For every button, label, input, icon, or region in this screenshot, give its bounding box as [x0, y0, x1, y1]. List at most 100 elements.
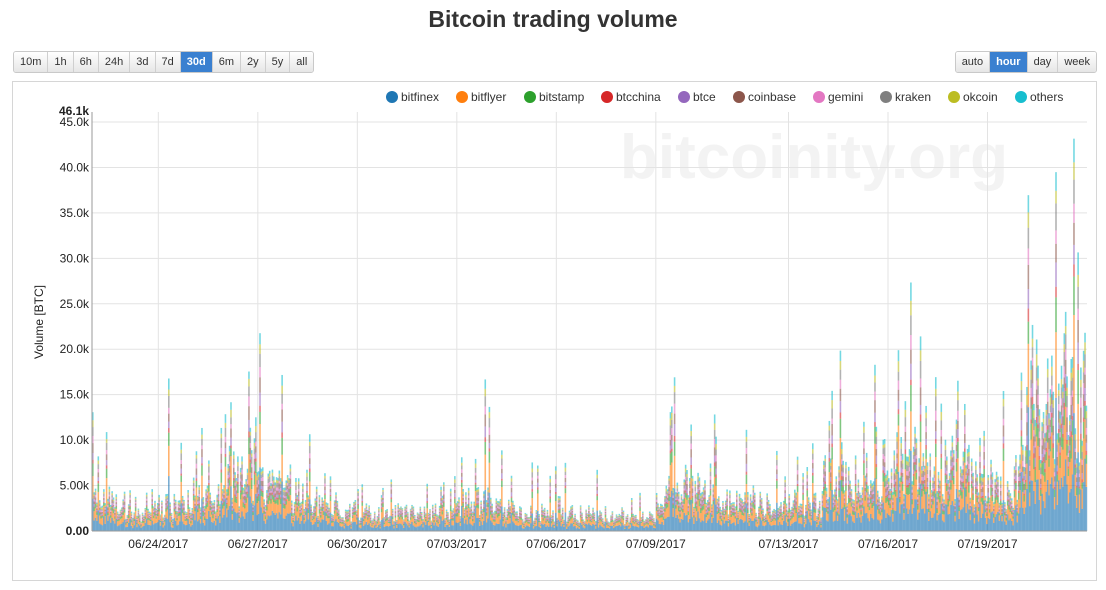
bar-segment-coinbase — [700, 503, 702, 506]
bar-segment-bitflyer — [577, 525, 579, 528]
bar-segment-btce — [651, 520, 654, 521]
hour-bar — [476, 487, 478, 531]
bar-segment-bitflyer — [202, 516, 205, 523]
resolution-day-button[interactable]: day — [1027, 52, 1059, 72]
range-2y-button[interactable]: 2y — [241, 52, 266, 72]
hour-bar — [586, 513, 589, 531]
bar-segment-btce — [610, 519, 612, 521]
bar-segment-btcchina — [177, 512, 180, 514]
bar-segment-okcoin — [147, 510, 149, 512]
hour-bar — [194, 495, 196, 531]
bar-segment-okcoin — [402, 520, 405, 521]
bar-segment-bitstamp — [310, 513, 312, 516]
range-1h-button[interactable]: 1h — [48, 52, 74, 72]
bar-segment-kraken — [378, 510, 380, 513]
bar-segment-bitfinex — [538, 526, 540, 531]
bar-segment-kraken — [94, 492, 97, 495]
bar-segment-btce — [165, 505, 167, 508]
bar-segment-kraken — [458, 501, 460, 504]
bar-segment-kraken — [422, 520, 424, 522]
bar-segment-others — [701, 491, 704, 495]
bar-segment-bitfinex — [234, 511, 236, 531]
bar-segment-gemini — [426, 491, 429, 495]
bar-segment-gemini — [355, 513, 358, 515]
hour-bar — [123, 491, 126, 531]
bar-segment-bitfinex — [550, 526, 553, 531]
range-10m-button[interactable]: 10m — [14, 52, 49, 72]
bar-segment-bitflyer — [423, 517, 426, 523]
bar-segment-coinbase — [174, 506, 177, 509]
bar-segment-gemini — [507, 505, 510, 508]
bar-segment-coinbase — [347, 515, 350, 517]
resolution-hour-button[interactable]: hour — [990, 52, 1028, 72]
bar-segment-bitstamp — [180, 475, 183, 482]
range-3d-button[interactable]: 3d — [130, 52, 156, 72]
bar-segment-bitfinex — [111, 517, 113, 531]
hour-bar — [570, 506, 572, 531]
bar-segment-kraken — [119, 511, 122, 513]
bar-segment-bitflyer — [698, 506, 701, 519]
range-24h-button[interactable]: 24h — [98, 52, 131, 72]
range-6m-button[interactable]: 6m — [212, 52, 242, 72]
bar-segment-coinbase — [433, 517, 435, 519]
bar-segment-bitflyer — [101, 517, 104, 526]
bar-segment-coinbase — [408, 522, 411, 524]
bar-segment-btce — [472, 517, 474, 519]
bar-segment-bitfinex — [586, 524, 589, 531]
bar-segment-others — [437, 515, 440, 517]
bar-segment-kraken — [214, 513, 217, 515]
bar-segment-okcoin — [409, 509, 412, 511]
bar-segment-okcoin — [198, 487, 200, 491]
bar-segment-btcchina — [129, 505, 131, 507]
bar-segment-others — [644, 519, 647, 521]
resolution-auto-button[interactable]: auto — [955, 52, 991, 72]
bar-segment-bitfinex — [664, 518, 666, 531]
bar-segment-bitstamp — [658, 515, 661, 519]
bar-segment-coinbase — [550, 519, 553, 521]
bar-segment-okcoin — [304, 502, 307, 504]
bar-segment-okcoin — [466, 505, 469, 508]
range-5y-button[interactable]: 5y — [265, 52, 291, 72]
bar-segment-bitfinex — [419, 525, 422, 531]
bar-segment-coinbase — [702, 497, 705, 502]
bar-segment-bitfinex — [396, 527, 398, 531]
bar-segment-kraken — [176, 513, 178, 515]
hour-bar — [239, 467, 242, 531]
bar-segment-okcoin — [259, 344, 261, 354]
bar-segment-gemini — [561, 511, 564, 513]
bar-segment-bitfinex — [460, 505, 463, 531]
hour-bar — [467, 487, 470, 531]
resolution-week-button[interactable]: week — [1058, 52, 1096, 72]
bar-segment-coinbase — [503, 511, 506, 514]
bar-segment-bitfinex — [246, 511, 249, 531]
bar-segment-coinbase — [691, 488, 694, 494]
bar-segment-okcoin — [625, 517, 628, 518]
bar-segment-btce — [151, 501, 154, 504]
bar-segment-kraken — [639, 497, 641, 501]
range-all-button[interactable]: all — [290, 52, 314, 72]
bar-segment-okcoin — [429, 510, 431, 512]
bar-segment-others — [242, 487, 245, 491]
bar-segment-bitflyer — [409, 519, 412, 524]
bar-segment-bitfinex — [190, 526, 192, 531]
bar-segment-okcoin — [232, 455, 235, 459]
range-30d-button[interactable]: 30d — [180, 52, 213, 72]
bar-segment-bitfinex — [357, 517, 359, 531]
bar-segment-others — [496, 501, 499, 503]
bar-segment-others — [221, 489, 224, 492]
bar-segment-gemini — [611, 515, 614, 517]
range-7d-button[interactable]: 7d — [155, 52, 181, 72]
bar-segment-kraken — [665, 491, 668, 495]
bar-segment-gemini — [361, 492, 364, 496]
range-6h-button[interactable]: 6h — [73, 52, 99, 72]
bar-segment-okcoin — [601, 518, 604, 520]
bar-segment-bitflyer — [484, 454, 487, 490]
bar-segment-bitflyer — [434, 515, 437, 523]
bar-segment-others — [413, 514, 416, 517]
bar-segment-kraken — [268, 476, 271, 482]
bar-segment-btce — [163, 519, 166, 520]
hour-bar — [571, 505, 574, 531]
bar-segment-kraken — [455, 506, 458, 508]
bar-segment-gemini — [449, 496, 452, 499]
hour-bar — [582, 519, 585, 531]
